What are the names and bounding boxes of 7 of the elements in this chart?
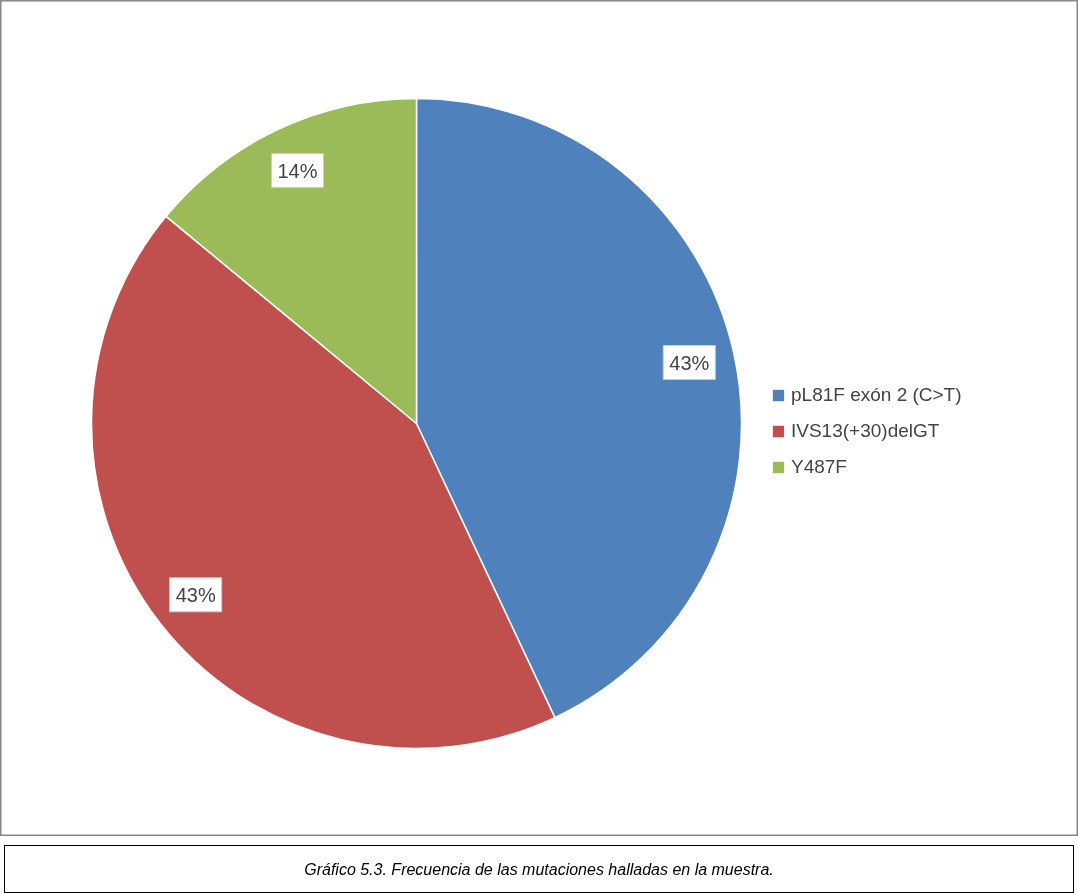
text: Gráfico 5.3. Frecuencia de las mutaciones halladas en la muestra. [304, 860, 774, 880]
legend-label: Y487F [791, 456, 847, 478]
data-label: 14% [277, 159, 318, 182]
data-label: 43% [669, 351, 710, 374]
legend-label: pL81F exón 2 (C>T) [791, 384, 962, 406]
legend-label: IVS13(+30)delGT [791, 420, 940, 442]
data-label: 43% [175, 583, 216, 606]
